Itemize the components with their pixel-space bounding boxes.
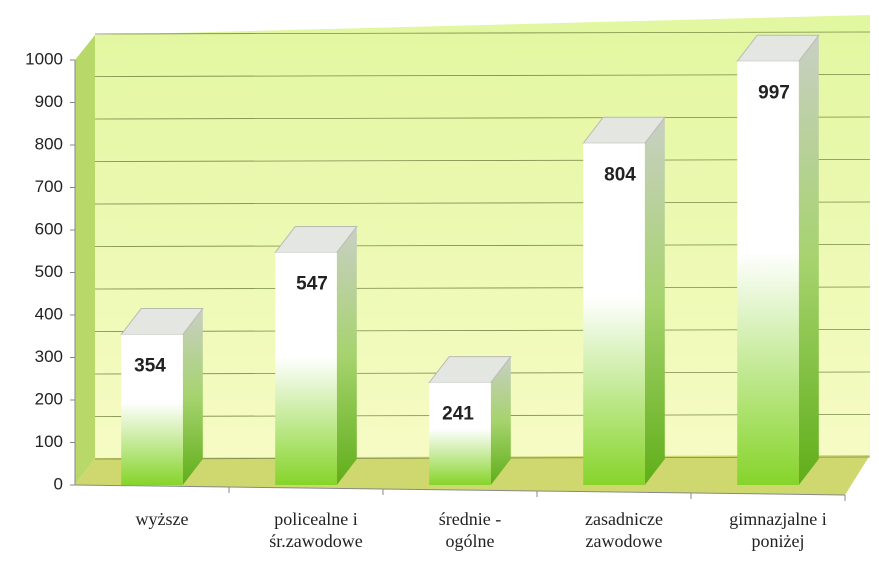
grid-line	[94, 31, 871, 35]
data-label: 241	[442, 404, 474, 425]
x-tick-label: policealne i śr.zawodowe	[269, 509, 362, 551]
bar-side	[798, 35, 819, 486]
x-tick-label: gimnazjalne i poniżej	[729, 509, 826, 551]
x-tick-label: wyższe	[136, 509, 189, 529]
y-tick-label: 500	[35, 262, 63, 281]
side-wall	[75, 35, 95, 485]
data-label: 547	[296, 274, 328, 295]
bar-side	[182, 308, 203, 485]
y-tick-label: 200	[35, 389, 63, 408]
y-tick-label: 100	[35, 432, 63, 451]
y-tick-label: 700	[35, 177, 63, 196]
bar-front	[583, 143, 645, 486]
bar-side	[336, 226, 357, 485]
bar	[736, 34, 820, 486]
bar	[274, 226, 358, 485]
x-axis	[74, 484, 846, 496]
bar-front	[275, 252, 337, 485]
y-tick-label: 300	[35, 347, 63, 366]
y-tick-label: 900	[35, 92, 63, 111]
bar-side	[490, 356, 511, 485]
y-tick-label: 400	[35, 304, 63, 323]
bar	[120, 308, 204, 485]
y-tick-label: 600	[35, 219, 63, 238]
bar-front	[121, 334, 183, 485]
data-label: 997	[758, 82, 790, 103]
y-tick-label: 1000	[25, 49, 63, 68]
y-tick-label: 0	[54, 474, 63, 493]
data-label: 354	[134, 356, 166, 377]
x-tick-label: zasadnicze zawodowe	[585, 509, 663, 551]
data-label: 804	[604, 164, 636, 185]
x-tick-label: średnie -ogólne	[439, 509, 501, 551]
bar	[582, 116, 666, 486]
bar	[428, 356, 512, 485]
bar-side	[644, 117, 665, 486]
bar-front	[737, 61, 799, 486]
y-tick-label: 800	[35, 134, 63, 153]
bar-front	[429, 382, 491, 485]
